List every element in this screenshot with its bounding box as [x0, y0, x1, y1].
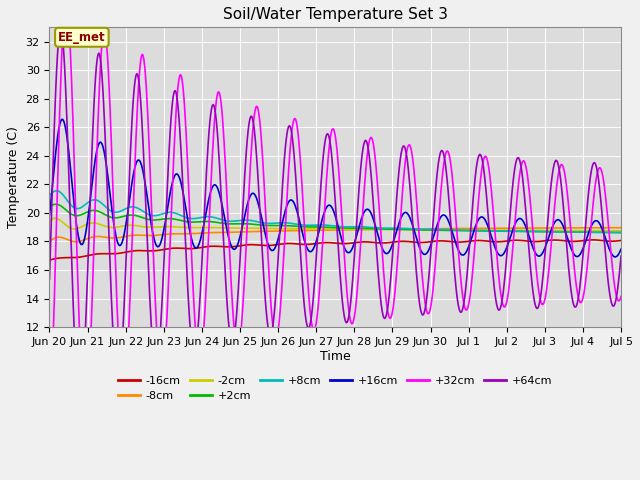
+8cm [440, 227, 447, 232]
Line: -8cm: -8cm [49, 228, 621, 242]
-16cm [326, 240, 334, 246]
+32cm [440, 165, 447, 171]
-2cm [172, 224, 180, 230]
-16cm [589, 237, 596, 243]
+2cm [196, 219, 204, 225]
-8cm [566, 225, 573, 231]
Line: +32cm: +32cm [49, 1, 621, 423]
+2cm [328, 225, 335, 230]
+64cm [76, 398, 83, 404]
-16cm [438, 238, 446, 244]
+32cm [617, 293, 625, 299]
+16cm [172, 171, 180, 177]
+64cm [45, 276, 53, 282]
Text: EE_met: EE_met [58, 31, 106, 44]
Title: Soil/Water Temperature Set 3: Soil/Water Temperature Set 3 [223, 7, 448, 22]
-8cm [440, 226, 447, 231]
+16cm [45, 212, 53, 218]
+2cm [566, 229, 573, 235]
+64cm [57, 25, 65, 31]
+16cm [612, 254, 620, 260]
Line: +8cm: +8cm [49, 191, 621, 232]
-8cm [383, 227, 390, 232]
-16cm [565, 238, 573, 244]
+64cm [617, 253, 625, 259]
+16cm [383, 251, 390, 256]
-16cm [171, 245, 179, 251]
-8cm [617, 225, 625, 230]
Line: -16cm: -16cm [49, 240, 621, 260]
+8cm [196, 215, 204, 220]
+64cm [566, 281, 574, 287]
-2cm [440, 227, 447, 233]
+64cm [440, 153, 448, 159]
-8cm [196, 230, 204, 236]
+8cm [45, 192, 53, 198]
-2cm [196, 225, 204, 230]
-8cm [45, 239, 53, 244]
+2cm [440, 228, 447, 233]
Legend: -16cm, -8cm, -2cm, +2cm, +8cm, +16cm, +32cm, +64cm: -16cm, -8cm, -2cm, +2cm, +8cm, +16cm, +3… [113, 371, 557, 406]
X-axis label: Time: Time [320, 349, 351, 362]
+64cm [328, 157, 336, 163]
+32cm [62, 0, 70, 4]
+2cm [383, 226, 390, 232]
+16cm [328, 204, 335, 209]
+16cm [617, 246, 625, 252]
-2cm [328, 226, 335, 232]
+2cm [172, 216, 180, 222]
-16cm [382, 240, 390, 246]
+8cm [617, 229, 625, 235]
+2cm [52, 202, 60, 207]
+8cm [52, 188, 60, 193]
+8cm [383, 225, 390, 231]
-16cm [45, 257, 53, 263]
-2cm [383, 227, 390, 232]
-2cm [566, 228, 573, 233]
Line: -2cm: -2cm [49, 218, 621, 231]
Line: +2cm: +2cm [49, 204, 621, 233]
+16cm [196, 237, 204, 243]
+2cm [617, 230, 625, 236]
+8cm [172, 210, 180, 216]
-8cm [172, 231, 180, 237]
+2cm [45, 204, 53, 210]
+32cm [172, 115, 180, 121]
+32cm [383, 303, 390, 309]
+8cm [566, 229, 573, 235]
+16cm [440, 212, 447, 218]
-16cm [617, 238, 625, 243]
-8cm [328, 227, 335, 233]
+16cm [566, 241, 573, 247]
+16cm [58, 116, 66, 122]
+64cm [197, 276, 205, 281]
Line: +16cm: +16cm [49, 119, 621, 257]
+32cm [45, 420, 53, 426]
-16cm [196, 245, 204, 251]
Y-axis label: Temperature (C): Temperature (C) [7, 126, 20, 228]
-2cm [45, 218, 53, 224]
+64cm [384, 305, 392, 311]
-2cm [617, 228, 625, 234]
+64cm [173, 92, 180, 97]
Line: +64cm: +64cm [49, 28, 621, 401]
+32cm [328, 130, 335, 135]
+32cm [196, 357, 204, 362]
-8cm [72, 239, 80, 245]
+8cm [328, 223, 335, 228]
-2cm [51, 216, 59, 221]
+32cm [566, 212, 573, 218]
